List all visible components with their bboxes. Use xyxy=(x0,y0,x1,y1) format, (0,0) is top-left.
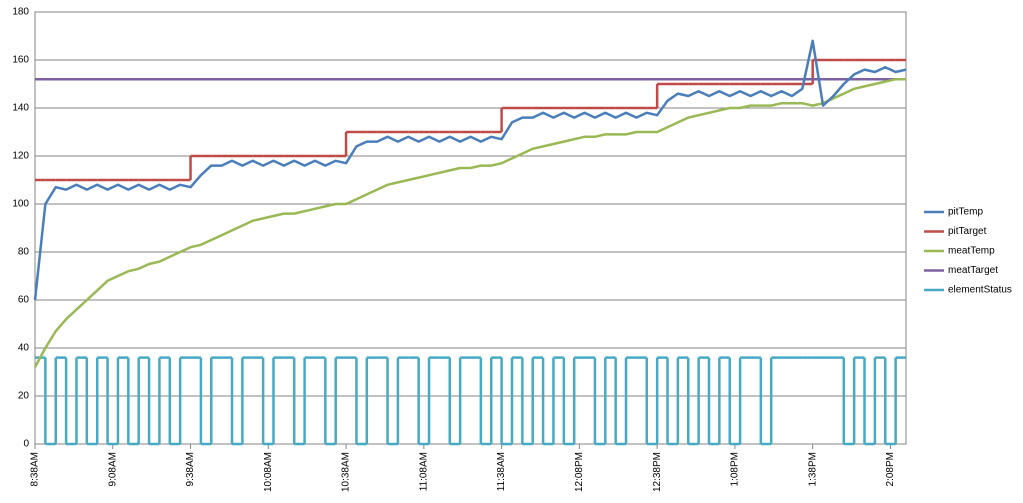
y-tick-label: 80 xyxy=(18,247,30,258)
legend-label: pitTemp xyxy=(948,207,983,218)
y-tick-label: 100 xyxy=(12,199,29,210)
x-tick-label: 11:08AM xyxy=(418,452,429,491)
x-tick-label: 10:08AM xyxy=(263,452,274,492)
x-tick-label: 11:38AM xyxy=(496,452,507,491)
legend-label: meatTarget xyxy=(948,265,998,276)
plot-area xyxy=(34,11,907,445)
x-tick-label: 1:08PM xyxy=(730,452,741,486)
x-tick-label: 9:38AM xyxy=(185,452,196,486)
legend-label: meatTemp xyxy=(948,246,995,257)
y-tick-label: 140 xyxy=(12,103,29,114)
series-line xyxy=(33,39,907,301)
y-tick-label: 160 xyxy=(12,55,29,66)
series-line xyxy=(33,77,906,368)
x-tick-label: 12:08PM xyxy=(574,452,585,492)
legend-label: elementStatus xyxy=(948,285,1012,296)
y-tick-label: 0 xyxy=(23,439,29,450)
x-tick-label: 12:38PM xyxy=(652,452,663,492)
y-tick-label: 60 xyxy=(18,295,30,306)
legend-label: pitTarget xyxy=(948,226,987,237)
y-tick-label: 20 xyxy=(18,391,30,402)
y-tick-label: 120 xyxy=(12,151,29,162)
x-tick-label: 1:38PM xyxy=(807,452,818,486)
x-tick-label: 8:38AM xyxy=(30,452,41,486)
y-tick-label: 180 xyxy=(12,7,29,18)
x-tick-label: 9:08AM xyxy=(107,452,118,486)
x-tick-label: 10:38AM xyxy=(341,452,352,492)
x-tick-label: 2:08PM xyxy=(885,452,896,486)
y-tick-label: 40 xyxy=(18,343,30,354)
